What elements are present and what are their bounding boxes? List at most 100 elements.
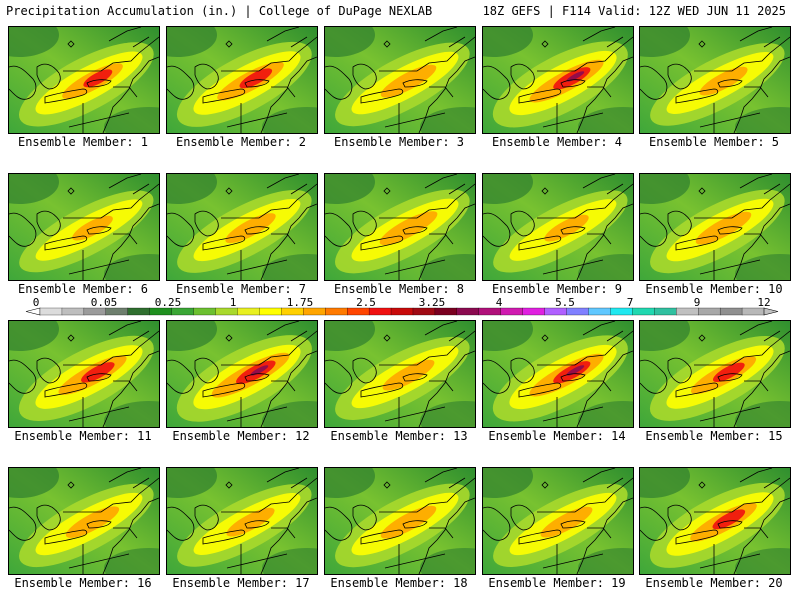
lake-ontario-outline [560,520,586,529]
east-coast-outline [576,497,633,574]
us-canada-border [694,36,790,72]
us-canada-border [221,36,317,72]
state-borders [226,527,296,574]
precip-map [640,27,790,133]
lake-michigan-outline [9,212,37,247]
precip-map [640,321,790,427]
precip-map [9,174,159,280]
state-borders [699,233,769,280]
st-lawrence-outline [582,321,624,342]
precip-map [325,468,475,574]
colorbar-tick-label: 7 [626,296,634,309]
colorbar-tick-label: 2.5 [356,296,376,309]
ensemble-member-label: Ensemble Member: 17 [172,576,310,590]
lake-erie-outline [44,382,88,398]
state-borders [699,380,769,427]
precip-field-low [578,401,633,427]
colorbar-arrow-left [25,307,41,316]
precip-map [9,321,159,427]
east-coast-outline [576,56,633,133]
ensemble-member-panel [639,320,791,428]
colorbar-tick-label: 0.05 [90,296,118,309]
precip-field-low [325,27,375,57]
st-lawrence-outline [582,174,624,195]
island-outline [698,334,706,342]
precip-field-low [640,174,690,204]
colorbar-tick-label: 0.25 [154,296,182,309]
island-outline [383,40,391,48]
precip-map [483,321,633,427]
lake-huron-outline [352,504,377,531]
lake-ontario-outline [86,79,112,88]
precip-field-low [640,321,690,351]
lake-michigan-outline [325,359,353,394]
st-lawrence-outline [424,174,466,195]
ensemble-member-label: Ensemble Member: 6 [17,282,149,296]
lake-erie-outline [360,88,404,104]
east-coast-outline [418,56,475,133]
colorbar-swatch [105,307,129,316]
lake-erie-outline [44,235,88,251]
precip-field-low [262,548,317,574]
lake-michigan-outline [9,359,37,394]
st-lawrence-outline [266,321,308,342]
ensemble-member-label: Ensemble Member: 4 [491,135,623,149]
lake-erie-outline [360,529,404,545]
precip-field-low [483,27,533,57]
lake-huron-outline [667,504,692,531]
island-outline [67,481,75,489]
ensemble-member-label: Ensemble Member: 1 [17,135,149,149]
lake-ontario-outline [560,373,586,382]
colorbar-swatch [281,307,304,316]
colorbar-labels: 0 0.05 0.25 1 1.75 2.5 3.25 4 5.5 7 9 12 [0,296,800,309]
st-lawrence-outline [266,174,308,195]
precip-band-core [83,69,113,88]
ensemble-member-panel [8,320,160,428]
colorbar-swatch [566,307,589,316]
us-canada-border [63,36,159,72]
east-coast-outline [260,497,317,574]
precip-map [9,468,159,574]
island-outline [67,40,75,48]
precip-map [483,27,633,133]
ensemble-member-panel [482,173,634,281]
precip-field-low [578,107,633,133]
lake-michigan-outline [9,65,37,100]
lake-huron-outline [667,63,692,90]
precip-band-max [566,365,585,376]
precip-field-low [325,468,375,498]
colorbar-swatch [588,307,611,316]
island-outline [383,334,391,342]
east-coast-outline [418,350,475,427]
state-borders [226,380,296,427]
state-borders [542,86,612,133]
ensemble-member-label: Ensemble Member: 14 [488,429,626,443]
lake-huron-outline [510,504,535,531]
precip-map [167,27,317,133]
ensemble-member-panel [639,173,791,281]
precip-band-core [239,68,273,89]
colorbar-swatch [39,307,63,316]
precip-field-low [640,27,690,57]
colorbar-swatch [368,307,392,316]
st-lawrence-outline [739,321,781,342]
us-canada-border [537,477,633,513]
lake-ontario-outline [244,520,270,529]
east-coast-outline [102,350,159,427]
ensemble-member-panel [482,320,634,428]
lake-ontario-outline [244,79,270,88]
precip-band-max [250,365,269,376]
island-outline [225,481,233,489]
lake-erie-outline [44,88,88,104]
precip-field-low [578,254,633,280]
colorbar-swatch [83,307,107,316]
island-outline [698,187,706,195]
east-coast-outline [260,203,317,280]
lake-huron-outline [667,357,692,384]
st-lawrence-outline [108,27,150,48]
precip-field-low [420,548,475,574]
st-lawrence-outline [739,468,781,489]
precip-field-low [420,254,475,280]
precip-field-low [167,321,217,351]
lake-michigan-outline [483,212,511,247]
